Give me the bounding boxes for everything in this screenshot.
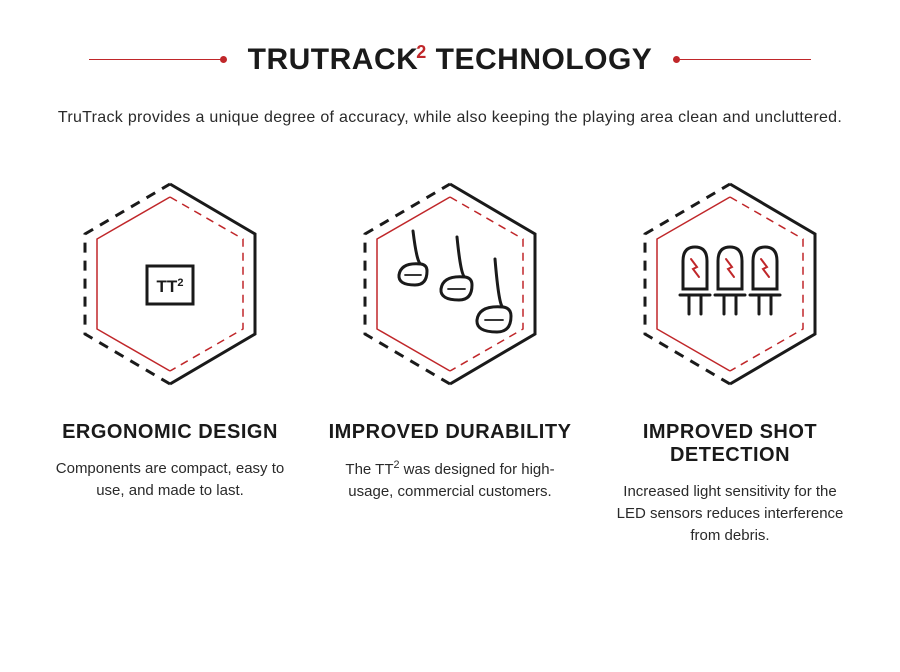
svg-text:TT2: TT2 [157,277,184,296]
features-row: TT2 ERGONOMIC DESIGN Components are comp… [0,169,900,546]
led-sensors-icon [615,169,845,399]
feature-durability: IMPROVED DURABILITY The TT2 was designed… [320,169,580,546]
tt2-box-icon: TT2 [55,169,285,399]
feature-ergonomic: TT2 ERGONOMIC DESIGN Components are comp… [40,169,300,546]
title-sup: 2 [416,42,427,62]
feature-title-durability: IMPROVED DURABILITY [329,421,572,444]
hexagon-shot-detection [615,169,845,399]
header-line-left [89,59,224,60]
title-suffix: TECHNOLOGY [427,43,653,76]
feature-desc-ergonomic: Components are compact, easy to use, and… [40,458,300,502]
header-line-right [676,59,811,60]
subtitle: TruTrack provides a unique degree of acc… [0,109,900,127]
header-row: TRUTRACK2 TECHNOLOGY [0,42,900,77]
feature-shot-detection: IMPROVED SHOT DETECTION Increased light … [600,169,860,546]
hexagon-durability [335,169,565,399]
feature-title-ergonomic: ERGONOMIC DESIGN [62,421,278,444]
feature-desc-durability: The TT2 was designed for high-usage, com… [320,458,580,503]
feature-desc-shot-detection: Increased light sensitivity for the LED … [600,481,860,546]
hexagon-ergonomic: TT2 [55,169,285,399]
page-title: TRUTRACK2 TECHNOLOGY [248,42,653,77]
title-prefix: TRUTRACK [248,43,419,76]
golf-clubs-icon [335,169,565,399]
feature-title-shot-detection: IMPROVED SHOT DETECTION [600,421,860,467]
